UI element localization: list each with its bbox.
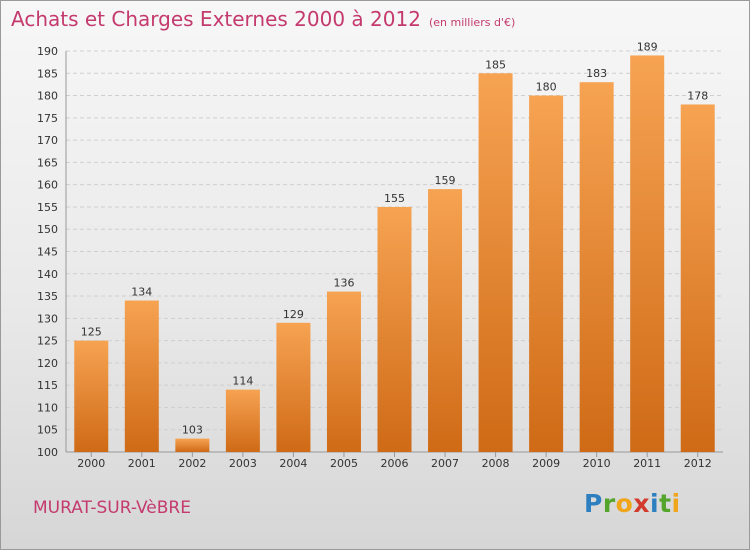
- bar: [529, 95, 564, 453]
- bar-value-label: 189: [637, 40, 658, 53]
- logo-letter: o: [615, 489, 634, 518]
- bar: [326, 291, 361, 452]
- commune-name: MURAT-SUR-VèBRE: [33, 498, 191, 518]
- y-tick-label: 120: [37, 357, 58, 370]
- x-tick-label: 2007: [431, 457, 459, 470]
- y-tick-label: 115: [37, 379, 58, 392]
- bar: [175, 438, 210, 452]
- x-tick-label: 2003: [229, 457, 257, 470]
- bar-value-label: 180: [536, 81, 557, 94]
- y-tick-label: 105: [37, 424, 58, 437]
- y-tick-label: 125: [37, 335, 58, 348]
- bar: [630, 55, 665, 452]
- y-tick-label: 140: [37, 268, 58, 281]
- x-tick-label: 2002: [178, 457, 206, 470]
- x-tick-label: 2010: [583, 457, 611, 470]
- x-tick-label: 2009: [532, 457, 560, 470]
- y-tick-label: 150: [37, 223, 58, 236]
- bars: 125 134 103 114 129 136 155 159 185 180 183 189 178: [74, 40, 715, 453]
- logo-letter: P: [584, 489, 603, 518]
- bar: [377, 206, 412, 452]
- x-tick-label: 2004: [279, 457, 307, 470]
- bar-value-label: 155: [384, 192, 405, 205]
- x-tick-label: 2001: [128, 457, 156, 470]
- bar-value-label: 183: [586, 67, 607, 80]
- y-tick-label: 175: [37, 112, 58, 125]
- y-tick-label: 180: [37, 90, 58, 103]
- y-tick-label: 165: [37, 156, 58, 169]
- y-tick-label: 145: [37, 246, 58, 259]
- bar-value-label: 159: [435, 174, 456, 187]
- y-tick-label: 110: [37, 401, 58, 414]
- x-tick-label: 2006: [381, 457, 409, 470]
- logo-letter: x: [633, 489, 650, 518]
- x-axis: 2000 2001 2002 2003 2004 2005 2006 2007 2008 2009…: [77, 452, 712, 470]
- y-axis: 100 105 110 115 120 125 130 135 140 145 150 155 160 1…: [37, 45, 723, 459]
- y-tick-label: 135: [37, 290, 58, 303]
- bar: [276, 322, 311, 452]
- y-tick-label: 185: [37, 67, 58, 80]
- x-tick-label: 2005: [330, 457, 358, 470]
- logo-letter: i: [650, 489, 660, 518]
- proxiti-logo: Proxiti: [584, 489, 681, 518]
- bar: [225, 389, 260, 452]
- bar: [124, 300, 159, 452]
- x-tick-label: 2012: [684, 457, 712, 470]
- y-tick-label: 155: [37, 201, 58, 214]
- bar: [478, 73, 513, 453]
- bar: [428, 189, 463, 452]
- chart-title: Achats et Charges Externes 2000 à 2012 (e…: [11, 7, 515, 31]
- x-tick-label: 2000: [77, 457, 105, 470]
- chart-title-main: Achats et Charges Externes 2000 à 2012: [11, 7, 421, 31]
- logo-letter: i: [671, 489, 681, 518]
- y-tick-label: 170: [37, 134, 58, 147]
- y-tick-label: 190: [37, 45, 58, 58]
- y-tick-label: 160: [37, 179, 58, 192]
- y-tick-label: 130: [37, 312, 58, 325]
- bar: [74, 340, 109, 452]
- bar-value-label: 178: [687, 89, 708, 102]
- bar-value-label: 103: [182, 424, 203, 437]
- x-tick-label: 2011: [633, 457, 661, 470]
- bar-value-label: 136: [333, 277, 354, 290]
- chart-title-unit: (en milliers d'€): [428, 16, 516, 29]
- bar-value-label: 129: [283, 308, 304, 321]
- bar-value-label: 125: [81, 326, 102, 339]
- bar-value-label: 114: [232, 375, 253, 388]
- bar: [579, 82, 614, 452]
- logo-letter: r: [602, 489, 616, 518]
- bar: [680, 104, 715, 452]
- bar-value-label: 134: [131, 286, 152, 299]
- bar-value-label: 185: [485, 58, 506, 71]
- logo-letter: t: [659, 489, 672, 518]
- x-tick-label: 2008: [482, 457, 510, 470]
- y-tick-label: 100: [37, 446, 58, 459]
